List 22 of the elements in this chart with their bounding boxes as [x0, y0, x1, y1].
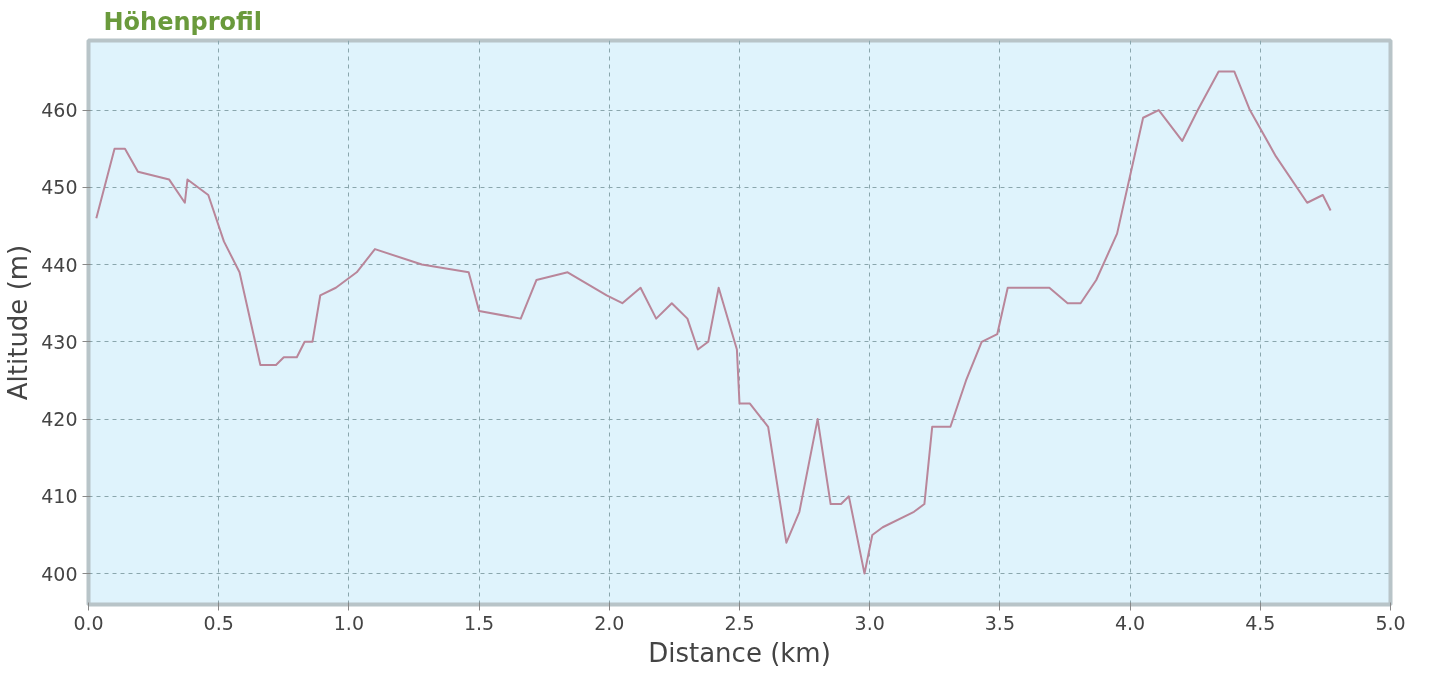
- x-tick-label: 2.5: [724, 611, 755, 634]
- x-tick-label: 4.5: [1245, 611, 1276, 634]
- line-series: [95, 70, 1332, 575]
- y-tick-label: 400: [41, 562, 78, 585]
- y-axis-title: Altitude (m): [3, 244, 34, 401]
- chart-title: Höhenprofil: [103, 7, 263, 36]
- x-tick-label: 3.0: [854, 611, 885, 634]
- x-tick-label: 3.5: [984, 611, 1016, 634]
- y-tick-label: 460: [41, 99, 78, 122]
- y-tick-label: 440: [41, 253, 78, 276]
- x-tick-label: 0.0: [73, 611, 104, 634]
- y-tick-label: 450: [41, 176, 78, 199]
- x-tick-label: 2.0: [594, 611, 625, 634]
- y-tick-label: 420: [41, 408, 78, 431]
- y-tick-label: 430: [41, 330, 78, 353]
- x-tick-label: 1.5: [463, 611, 495, 634]
- x-tick-label: 5.0: [1375, 611, 1406, 634]
- x-tick-label: 1.0: [333, 611, 365, 634]
- x-tick-label: 4.0: [1114, 611, 1146, 634]
- y-tick-label: 410: [41, 485, 78, 508]
- x-axis-title: Distance (km): [648, 637, 831, 668]
- x-tick-label: 0.5: [203, 611, 234, 634]
